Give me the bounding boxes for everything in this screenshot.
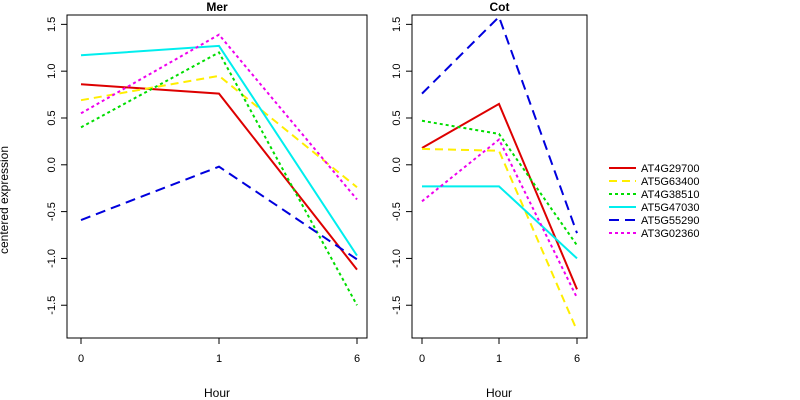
x-tick-label: 6 (354, 353, 360, 365)
series-line-at5g47030 (80, 44, 358, 257)
series-line-at4g29700 (421, 102, 578, 290)
panel-title: Mer (206, 0, 228, 14)
y-tick-label: -1.0 (46, 249, 58, 268)
x-tick-label: 6 (574, 353, 580, 365)
legend: AT4G29700AT5G63400AT4G38510AT5G47030AT5G… (609, 163, 700, 240)
series-line-at5g47030 (422, 185, 578, 260)
series-line-at4g29700 (80, 83, 358, 271)
panel-mer: Mer 0 1 6 Hour -1.5 -1.0 -0.5 0.0 0.5 1.0 1.5 (46, 0, 368, 400)
y-tick-label: -1.5 (391, 296, 403, 315)
legend-label: AT5G63400 (641, 176, 700, 188)
plot-frame (411, 14, 588, 339)
series-line-at3g02360 (80, 33, 358, 201)
y-tick-label: 1.0 (46, 64, 58, 79)
y-tick-label: -1.0 (391, 249, 403, 268)
y-axis-label: centered expression (0, 146, 11, 254)
y-tick-label: 0.0 (391, 157, 403, 172)
y-tick-label: 0.5 (46, 110, 58, 125)
legend-label: AT5G55290 (641, 215, 700, 227)
legend-label: AT4G29700 (641, 163, 700, 175)
legend-label: AT5G47030 (641, 202, 700, 214)
plot-frame (66, 14, 368, 339)
series-line-at5g55290 (80, 165, 358, 261)
series-line-at4g38510 (421, 119, 578, 246)
series-line-at4g38510 (80, 51, 358, 306)
series-line-at5g55290 (421, 15, 578, 234)
y-tick-label: -0.5 (391, 202, 403, 221)
series-line-at5g63400 (421, 147, 578, 331)
y-tick-label: 0.5 (391, 110, 403, 125)
x-tick-label: 1 (496, 353, 502, 365)
series-line-at5g63400 (80, 74, 358, 189)
panel-cot: Cot 0 1 6 Hour -1.5 -1.0 -0.5 0.0 0.5 1.0 1.5 (391, 0, 588, 400)
y-tick-label: 1.0 (391, 64, 403, 79)
y-tick-label: -1.5 (46, 296, 58, 315)
x-axis-label: Hour (486, 386, 512, 400)
x-tick-label: 1 (216, 353, 222, 365)
x-tick-label: 0 (419, 353, 425, 365)
y-tick-label: 1.5 (46, 17, 58, 32)
y-tick-label: 0.0 (46, 157, 58, 172)
series-line-at3g02360 (421, 137, 578, 299)
legend-label: AT3G02360 (641, 228, 700, 240)
y-tick-label: 1.5 (391, 17, 403, 32)
legend-label: AT4G38510 (641, 189, 700, 201)
y-tick-label: -0.5 (46, 202, 58, 221)
x-axis-label: Hour (204, 386, 230, 400)
x-tick-label: 0 (78, 353, 84, 365)
panel-title: Cot (490, 0, 510, 14)
